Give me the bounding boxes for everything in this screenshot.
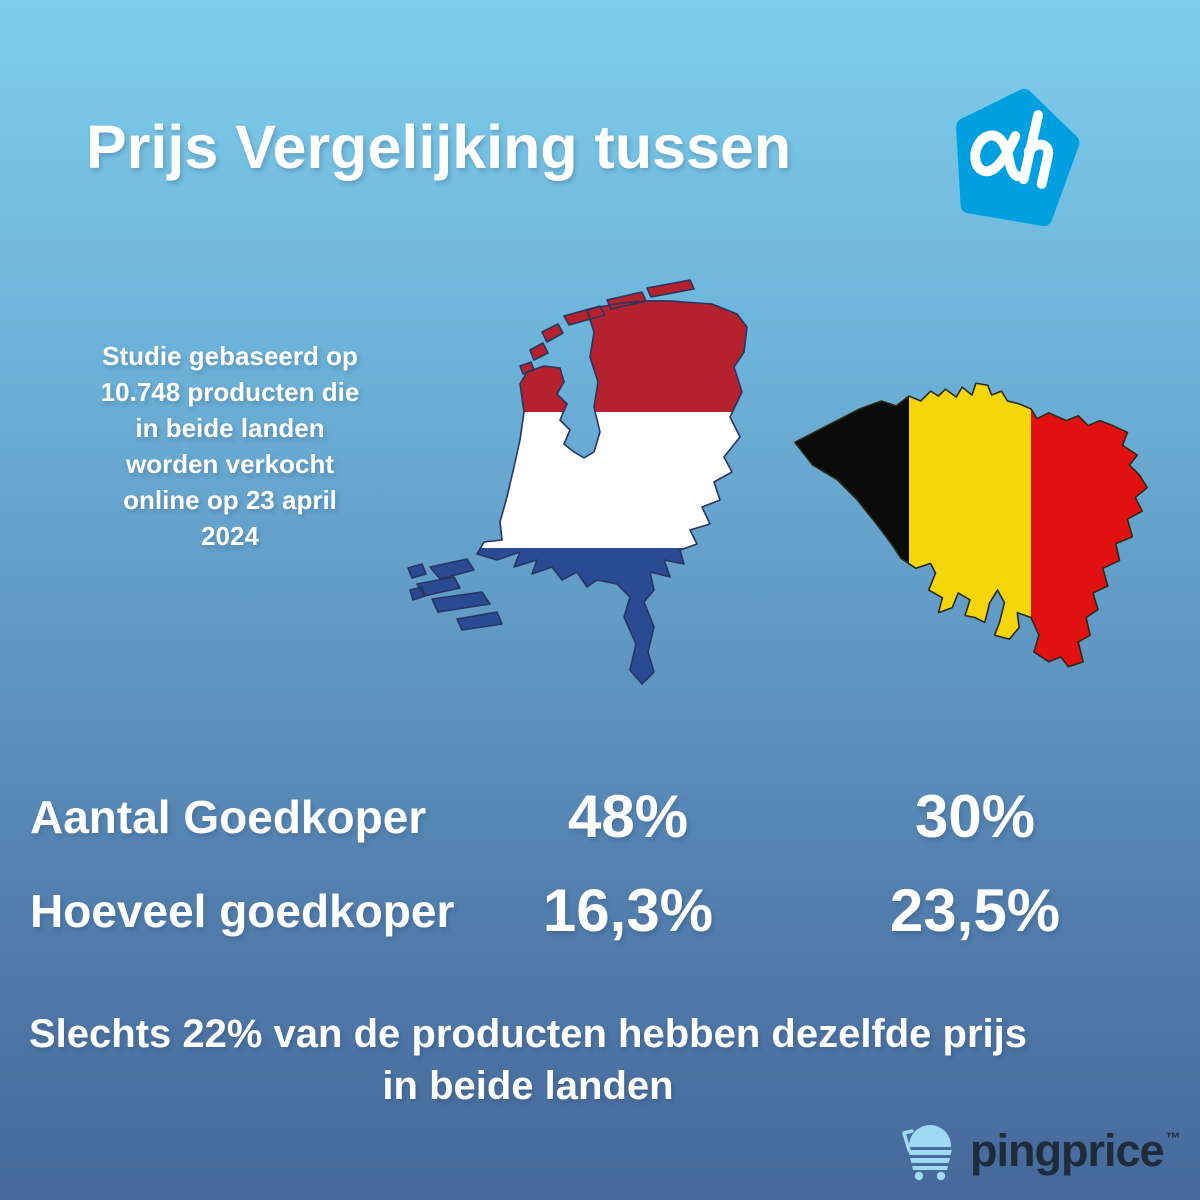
belgium-map-svg bbox=[794, 382, 1148, 668]
footnote: Slechts 22% van de producten hebben deze… bbox=[0, 1008, 1056, 1112]
belgium-map bbox=[783, 368, 1157, 680]
study-note-line: Studie gebaseerd op bbox=[102, 341, 358, 371]
albert-heijn-logo-icon bbox=[950, 84, 1082, 227]
nl-flag-white-stripe bbox=[408, 412, 747, 548]
be-flag-yellow-stripe bbox=[908, 383, 1032, 667]
trademark-symbol: ™ bbox=[1165, 1130, 1181, 1147]
study-note-line: 10.748 producten die bbox=[100, 377, 360, 407]
be-flag-red-stripe bbox=[1031, 383, 1148, 667]
footnote-line: in beide landen bbox=[382, 1064, 674, 1108]
stat-label: Aantal Goedkoper bbox=[30, 791, 427, 843]
nl-map-outline bbox=[407, 279, 748, 685]
stat-row-aantal-goedkoper: Aantal Goedkoper 48% 30% bbox=[0, 778, 1200, 856]
brand-lockup: pingprice ™ bbox=[900, 1118, 1190, 1184]
stat-value-nl: 16,3% bbox=[542, 877, 714, 944]
shopping-cart-icon bbox=[902, 1125, 952, 1181]
nl-flag-blue-stripe bbox=[408, 548, 747, 685]
brand-name: pingprice ™ bbox=[970, 1119, 1181, 1183]
stat-value-nl: 48% bbox=[567, 783, 689, 850]
stat-value-be: 30% bbox=[914, 783, 1036, 850]
footnote-line: Slechts 22% van de producten hebben deze… bbox=[28, 1012, 1028, 1056]
brand-name-text: pingprice bbox=[970, 1125, 1165, 1176]
nl-flag-red-stripe bbox=[408, 280, 747, 412]
stat-row-hoeveel-goedkoper: Hoeveel goedkoper 16,3% 23,5% bbox=[0, 872, 1200, 950]
be-flag-black-stripe bbox=[794, 383, 909, 667]
albert-heijn-logo-svg bbox=[956, 88, 1080, 227]
study-note-line: in beide landen bbox=[135, 413, 325, 443]
netherlands-map-svg bbox=[407, 279, 748, 685]
stat-label: Hoeveel goedkoper bbox=[30, 885, 455, 937]
study-note-line: worden verkocht bbox=[125, 449, 335, 479]
study-note-line: online op 23 april bbox=[123, 485, 337, 515]
netherlands-map bbox=[402, 272, 762, 692]
study-note-line: 2024 bbox=[201, 521, 259, 551]
be-map-outline bbox=[794, 382, 1148, 668]
page-title: Prijs Vergelijking tussen bbox=[86, 113, 792, 181]
study-note: Studie gebaseerd op 10.748 producten die… bbox=[56, 338, 404, 554]
stat-value-be: 23,5% bbox=[889, 877, 1061, 944]
